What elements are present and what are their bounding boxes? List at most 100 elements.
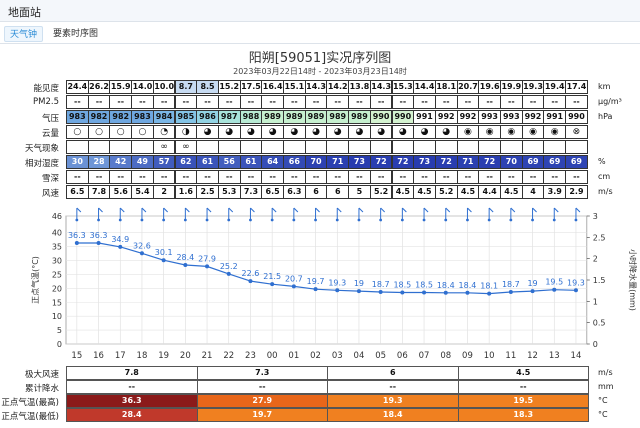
- row-label-cloud: 云量: [41, 129, 59, 139]
- cell-pm25: --: [196, 95, 219, 109]
- y-tick-label: 25: [52, 270, 62, 279]
- cell-pm25: --: [152, 95, 176, 109]
- temperature-point: [205, 264, 210, 269]
- cell-pm25: --: [304, 95, 328, 109]
- cell-cloud: ◕: [413, 125, 436, 139]
- cell-weather: [87, 140, 111, 154]
- cell-cloud: ◉: [521, 125, 545, 139]
- temperature-data-label: 36.3: [90, 231, 108, 240]
- cell-weather: [500, 140, 523, 154]
- x-tick-label: 06: [397, 351, 408, 361]
- temperature-data-label: 18.1: [480, 282, 498, 291]
- cell-wind: 7.8: [87, 185, 111, 199]
- cell-humidity: 71: [456, 155, 480, 169]
- cell-pm25: --: [456, 95, 480, 109]
- row-label-snow: 雪深: [41, 174, 59, 184]
- summary-unit-precip: mm: [598, 382, 614, 391]
- temperature-data-label: 19.3: [328, 278, 346, 287]
- cell-wind: 3.9: [543, 185, 567, 199]
- cell-weather: [434, 140, 458, 154]
- cell-cloud: ◉: [456, 125, 480, 139]
- temperature-data-label: 30.1: [155, 248, 173, 257]
- cell-snow: --: [109, 170, 133, 184]
- wind-barb-dot-icon: [509, 218, 513, 222]
- wind-barb-dot-icon: [400, 218, 404, 222]
- cell-humidity: 73: [413, 155, 436, 169]
- wind-barb-flag-icon: [293, 207, 299, 213]
- cell-weather: [391, 140, 415, 154]
- cell-snow: --: [413, 170, 436, 184]
- cell-weather: [456, 140, 480, 154]
- cell-humidity: 28: [87, 155, 111, 169]
- wind-barb-flag-icon: [250, 207, 255, 213]
- cell-snow: --: [239, 170, 263, 184]
- cell-snow: --: [196, 170, 219, 184]
- wind-barb-flag-icon: [423, 207, 429, 213]
- cell-weather: [521, 140, 545, 154]
- cell-pressure: 989: [348, 110, 371, 124]
- plot-area: [65, 215, 588, 345]
- wind-barb-flag-icon: [488, 207, 494, 213]
- temperature-data-label: 18.4: [459, 281, 477, 290]
- cell-pm25: --: [174, 95, 198, 109]
- y2-tick-label: 3: [593, 212, 598, 221]
- wind-barb-dot-icon: [292, 218, 296, 222]
- summary-cell-precip: --: [66, 380, 198, 394]
- temperature-data-label: 18.5: [393, 281, 411, 290]
- cell-cloud: ◕: [239, 125, 263, 139]
- cell-visibility: 19.3: [521, 80, 545, 94]
- cell-wind: 2.5: [196, 185, 219, 199]
- wind-barb-flag-icon: [380, 207, 386, 213]
- y2-axis-label: 小时降水量(mm): [628, 249, 638, 311]
- tab-weather-clock[interactable]: 天气钟: [4, 26, 44, 42]
- cell-wind: 4.5: [391, 185, 415, 199]
- cell-visibility: 19.9: [500, 80, 523, 94]
- cell-pm25: --: [521, 95, 545, 109]
- row-unit-wind: m/s: [598, 187, 613, 196]
- cell-cloud: ◉: [500, 125, 523, 139]
- cell-weather: [565, 140, 588, 154]
- cell-pressure: 982: [87, 110, 111, 124]
- temperature-point: [139, 251, 144, 256]
- wind-barb-flag-icon: [228, 207, 234, 213]
- x-tick-label: 21: [202, 351, 213, 361]
- cell-snow: --: [500, 170, 523, 184]
- cell-humidity: 73: [348, 155, 371, 169]
- cell-visibility: 8.5: [196, 80, 219, 94]
- cell-weather: [478, 140, 501, 154]
- cell-cloud: ○: [109, 125, 133, 139]
- row-label-humidity: 相对湿度: [24, 159, 59, 169]
- summary-cell-tmax: 27.9: [196, 394, 328, 408]
- cell-weather: [109, 140, 133, 154]
- tab-element-timeseries[interactable]: 要素时序图: [53, 29, 99, 39]
- row-label-wind: 风速: [41, 189, 59, 199]
- wind-barb-flag-icon: [315, 207, 320, 213]
- cell-humidity: 72: [434, 155, 458, 169]
- temperature-data-label: 18.7: [372, 280, 390, 289]
- wind-barb-dot-icon: [335, 218, 339, 222]
- cell-pressure: 990: [565, 110, 588, 124]
- y-tick-label: 35: [52, 243, 62, 252]
- wind-barb-dot-icon: [531, 218, 534, 222]
- cell-pressure: 985: [174, 110, 198, 124]
- row-label-visibility: 能见度: [33, 84, 59, 94]
- cell-cloud: ○: [66, 125, 89, 139]
- cell-pm25: --: [87, 95, 111, 109]
- cell-humidity: 72: [478, 155, 501, 169]
- cell-weather: ∞: [174, 140, 198, 154]
- cell-humidity: 62: [174, 155, 198, 169]
- temperature-data-label: 20.7: [285, 274, 303, 283]
- y2-tick-label: 2: [593, 255, 598, 264]
- cell-pressure: 984: [152, 110, 176, 124]
- temperature-point: [530, 289, 535, 294]
- cell-cloud: ◕: [261, 125, 284, 139]
- x-tick-label: 01: [288, 351, 299, 361]
- summary-cell-tmin: 18.4: [327, 408, 459, 422]
- temperature-data-label: 28.4: [176, 253, 194, 262]
- cell-pm25: --: [413, 95, 436, 109]
- cell-pressure: 992: [456, 110, 480, 124]
- y2-tick-label: 2.5: [593, 233, 606, 242]
- summary-label-tmin: 正点气温(最低): [1, 412, 59, 422]
- cell-humidity: 30: [66, 155, 89, 169]
- temperature-data-label: 19: [354, 279, 364, 288]
